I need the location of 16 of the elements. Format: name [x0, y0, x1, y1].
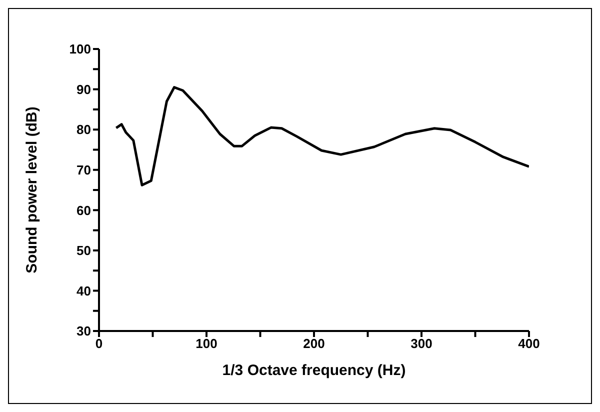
y-tick-label: 50	[76, 243, 91, 258]
y-tick-label: 40	[76, 283, 91, 298]
x-axis-title: 1/3 Octave frequency (Hz)	[222, 362, 406, 379]
y-tick-label: 90	[76, 82, 91, 97]
y-tick-label: 80	[76, 122, 91, 138]
x-tick-label: 300	[410, 336, 432, 352]
y-tick-label: 30	[76, 324, 91, 339]
y-tick-label: 60	[76, 202, 91, 218]
x-tick-label: 100	[196, 336, 218, 352]
y-tick-label: 70	[76, 162, 91, 178]
line-series	[114, 86, 529, 186]
y-axis-title: Sound power level (dB)	[23, 106, 40, 274]
x-tick-label: 200	[303, 336, 325, 352]
y-tick-label: 100	[69, 42, 91, 57]
x-tick-label: 0	[95, 336, 103, 352]
x-tick-label: 400	[518, 336, 540, 352]
